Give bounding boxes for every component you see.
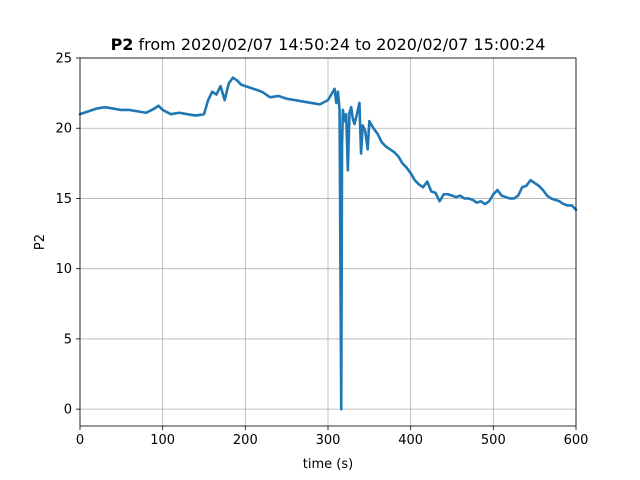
series-line-p2	[78, 76, 578, 411]
x-axis-label: time (s)	[303, 457, 353, 472]
y-tick-label: 25	[55, 52, 72, 67]
chart-title-rest: from 2020/02/07 14:50:24 to 2020/02/07 1…	[133, 35, 545, 54]
x-tick-label: 0	[76, 433, 84, 448]
grid	[79, 57, 577, 426]
y-tick-label: 0	[64, 403, 72, 418]
y-axis-label: P2	[33, 234, 48, 250]
x-tick-label: 500	[481, 433, 506, 448]
y-tick-label: 20	[55, 122, 72, 137]
chart-title-bold: P2	[111, 35, 134, 54]
x-tick-label: 300	[316, 433, 341, 448]
x-tick-label: 600	[564, 433, 589, 448]
chart-title: P2 from 2020/02/07 14:50:24 to 2020/02/0…	[111, 35, 546, 54]
y-tick-label: 10	[55, 262, 72, 277]
x-tick-label: 200	[233, 433, 258, 448]
x-tick-label: 100	[150, 433, 175, 448]
ticks: 0 100 200 300 400 500 600 0 5 10 15 20 25	[55, 52, 588, 449]
x-tick-label: 400	[398, 433, 423, 448]
y-tick-label: 15	[55, 192, 72, 207]
y-tick-label: 5	[64, 332, 72, 347]
series-layer	[78, 76, 578, 411]
